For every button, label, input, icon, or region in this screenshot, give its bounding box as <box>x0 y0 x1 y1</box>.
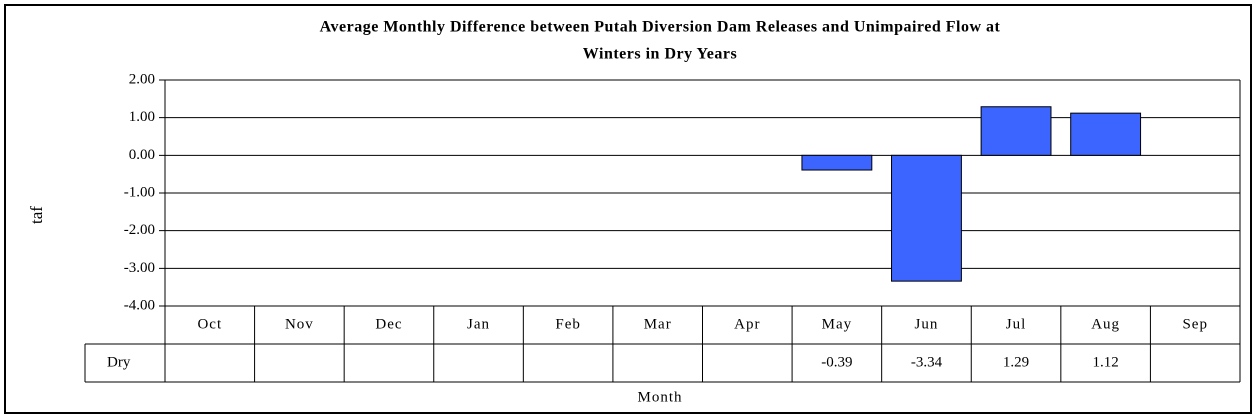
data-table-value: -3.34 <box>911 354 943 370</box>
y-tick-label: -3.00 <box>124 260 155 276</box>
chart-title: Average Monthly Difference between Putah… <box>320 19 1001 36</box>
data-table-value: 1.29 <box>1003 354 1029 370</box>
data-table-value: -0.39 <box>821 354 852 370</box>
data-table-value: 1.12 <box>1093 354 1119 370</box>
bar <box>980 106 1052 156</box>
x-tick-label: Jul <box>1006 316 1027 332</box>
bar <box>801 154 873 171</box>
x-tick-label: Feb <box>555 316 581 332</box>
bar <box>891 154 962 282</box>
x-tick-label: Oct <box>197 316 222 332</box>
x-tick-label: Sep <box>1182 316 1208 332</box>
x-axis-label: Month <box>637 389 682 405</box>
y-tick-label: 2.00 <box>129 71 155 87</box>
y-axis-label: taf <box>27 206 46 224</box>
x-tick-label: Dec <box>375 316 402 332</box>
y-tick-label: -1.00 <box>124 184 155 200</box>
y-tick-label: 0.00 <box>129 147 155 163</box>
legend-label: Dry <box>107 354 131 370</box>
x-tick-label: Jan <box>467 316 490 332</box>
x-tick-label: Nov <box>285 316 314 332</box>
x-tick-label: May <box>822 316 853 332</box>
x-tick-label: Aug <box>1091 316 1120 332</box>
chart-title: Winters in Dry Years <box>583 46 737 63</box>
x-tick-label: Apr <box>734 316 760 332</box>
x-tick-label: Mar <box>644 316 672 332</box>
y-tick-label: -2.00 <box>124 222 155 238</box>
chart-border <box>4 4 1252 414</box>
x-tick-label: Jun <box>915 316 939 332</box>
bar <box>1070 112 1142 156</box>
y-tick-label: -4.00 <box>124 297 155 313</box>
y-tick-label: 1.00 <box>129 109 155 125</box>
